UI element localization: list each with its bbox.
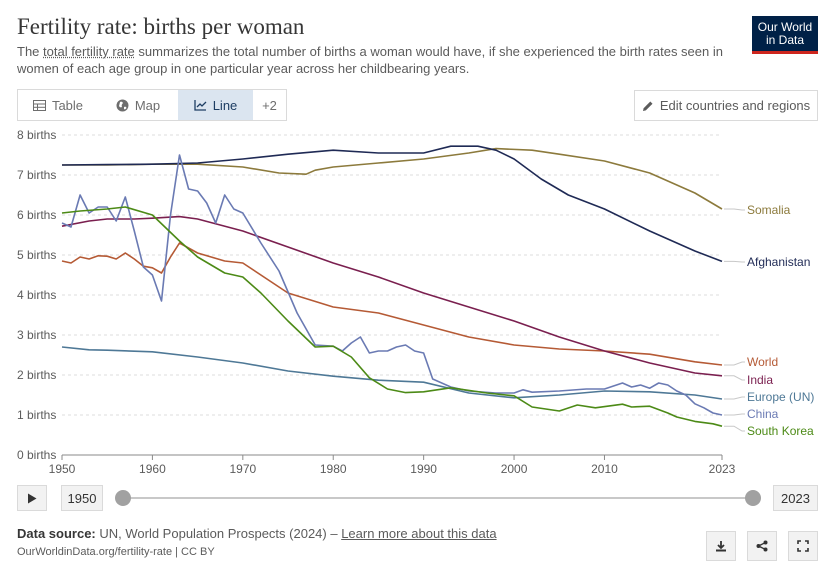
legend-label-afghanistan[interactable]: Afghanistan (747, 255, 810, 269)
series-line-europe-un[interactable] (61, 346, 723, 400)
timeline-end-handle[interactable] (745, 490, 761, 506)
y-tick-label: 7 births (17, 168, 56, 182)
tab-table-label: Table (51, 97, 84, 113)
series-line-south-korea[interactable] (61, 206, 723, 427)
x-tick-label: 1980 (320, 462, 347, 476)
series-line-somalia[interactable] (62, 147, 723, 210)
timeline-start-year[interactable]: 1950 (61, 485, 103, 511)
fullscreen-icon (797, 540, 809, 552)
legend-label-china[interactable]: China (747, 407, 779, 421)
chart-url[interactable]: OurWorldinData.org/fertility-rate | CC B… (17, 546, 215, 558)
tab-more-label: +2 (262, 97, 277, 113)
play-button[interactable] (17, 485, 47, 511)
pencil-icon (642, 101, 653, 111)
line-chart: 0 births 1 births 2 births 3 births 4 births… (17, 128, 814, 476)
source-label: Data source: (17, 526, 96, 541)
legend-connector (724, 425, 745, 432)
subtitle-text-post: summarizes the total number of births a … (17, 44, 723, 76)
legend-label-india[interactable]: India (747, 373, 773, 387)
tab-map[interactable]: Map (98, 90, 178, 120)
y-tick-label: 4 births (17, 288, 56, 302)
y-tick-label: 2 births (17, 368, 56, 382)
y-tick-label: 0 births (17, 448, 56, 462)
y-tick-label: 5 births (17, 248, 56, 262)
series-line-afghanistan[interactable] (61, 145, 723, 263)
x-tick-label: 2010 (591, 462, 618, 476)
y-tick-label: 3 births (17, 328, 56, 342)
legend-connector (724, 260, 745, 263)
x-tick-label: 1970 (229, 462, 256, 476)
legend-label-europe-un[interactable]: Europe (UN) (747, 390, 814, 404)
x-tick-label: 1990 (410, 462, 437, 476)
tab-map-label: Map (134, 97, 161, 113)
learn-more-link[interactable]: Learn more about this data (341, 526, 497, 541)
logo-line-1: Our World (757, 20, 813, 34)
subtitle-link[interactable]: total fertility rate (43, 44, 135, 59)
x-tick-label: 1950 (49, 462, 76, 476)
legend-label-world[interactable]: World (747, 355, 778, 369)
tab-line-label: Line (212, 97, 238, 113)
y-tick-label: 8 births (17, 128, 56, 142)
share-icon (756, 540, 768, 552)
tab-line[interactable]: Line (178, 90, 253, 120)
chart-tabs: Table Map Line +2 (17, 89, 287, 121)
edit-countries-button[interactable]: Edit countries and regions (634, 90, 818, 121)
series-line-world[interactable] (61, 242, 723, 366)
y-tick-label: 6 births (17, 208, 56, 222)
legend-label-somalia[interactable]: Somalia (747, 203, 791, 217)
logo-line-2: in Data (765, 33, 805, 47)
line-chart-icon (194, 100, 207, 111)
table-icon (32, 99, 46, 111)
legend-label-south-korea[interactable]: South Korea (747, 424, 814, 438)
y-tick-label: 1 births (17, 408, 56, 422)
download-icon (716, 541, 726, 552)
chart-subtitle: The total fertility rate summarizes the … (17, 43, 732, 77)
page-title: Fertility rate: births per woman (17, 14, 305, 39)
share-button[interactable] (747, 531, 777, 561)
x-tick-label: 1960 (139, 462, 166, 476)
data-source: Data source: UN, World Population Prospe… (17, 526, 497, 541)
download-button[interactable] (706, 531, 736, 561)
timeline-slider[interactable] (122, 497, 754, 499)
tab-table[interactable]: Table (18, 90, 98, 120)
edit-countries-label: Edit countries and regions (659, 98, 811, 113)
legend-connector (724, 208, 745, 211)
x-tick-label: 2000 (501, 462, 528, 476)
owid-logo[interactable]: Our World in Data (752, 16, 818, 54)
series-line-india[interactable] (61, 215, 723, 377)
timeline-start-handle[interactable] (115, 490, 131, 506)
globe-icon (116, 99, 129, 111)
source-text: UN, World Population Prospects (2024) – (95, 526, 342, 541)
legend-connector (724, 396, 745, 400)
timeline-end-year[interactable]: 2023 (773, 485, 818, 511)
legend-connector (724, 361, 745, 366)
play-icon (28, 493, 37, 503)
fullscreen-button[interactable] (788, 531, 818, 561)
legend-connector (724, 375, 745, 381)
x-tick-label: 2023 (709, 462, 736, 476)
tab-more[interactable]: +2 (253, 90, 286, 120)
legend-connector (724, 413, 745, 416)
series-line-china[interactable] (61, 154, 723, 416)
subtitle-text-pre: The (17, 44, 44, 59)
